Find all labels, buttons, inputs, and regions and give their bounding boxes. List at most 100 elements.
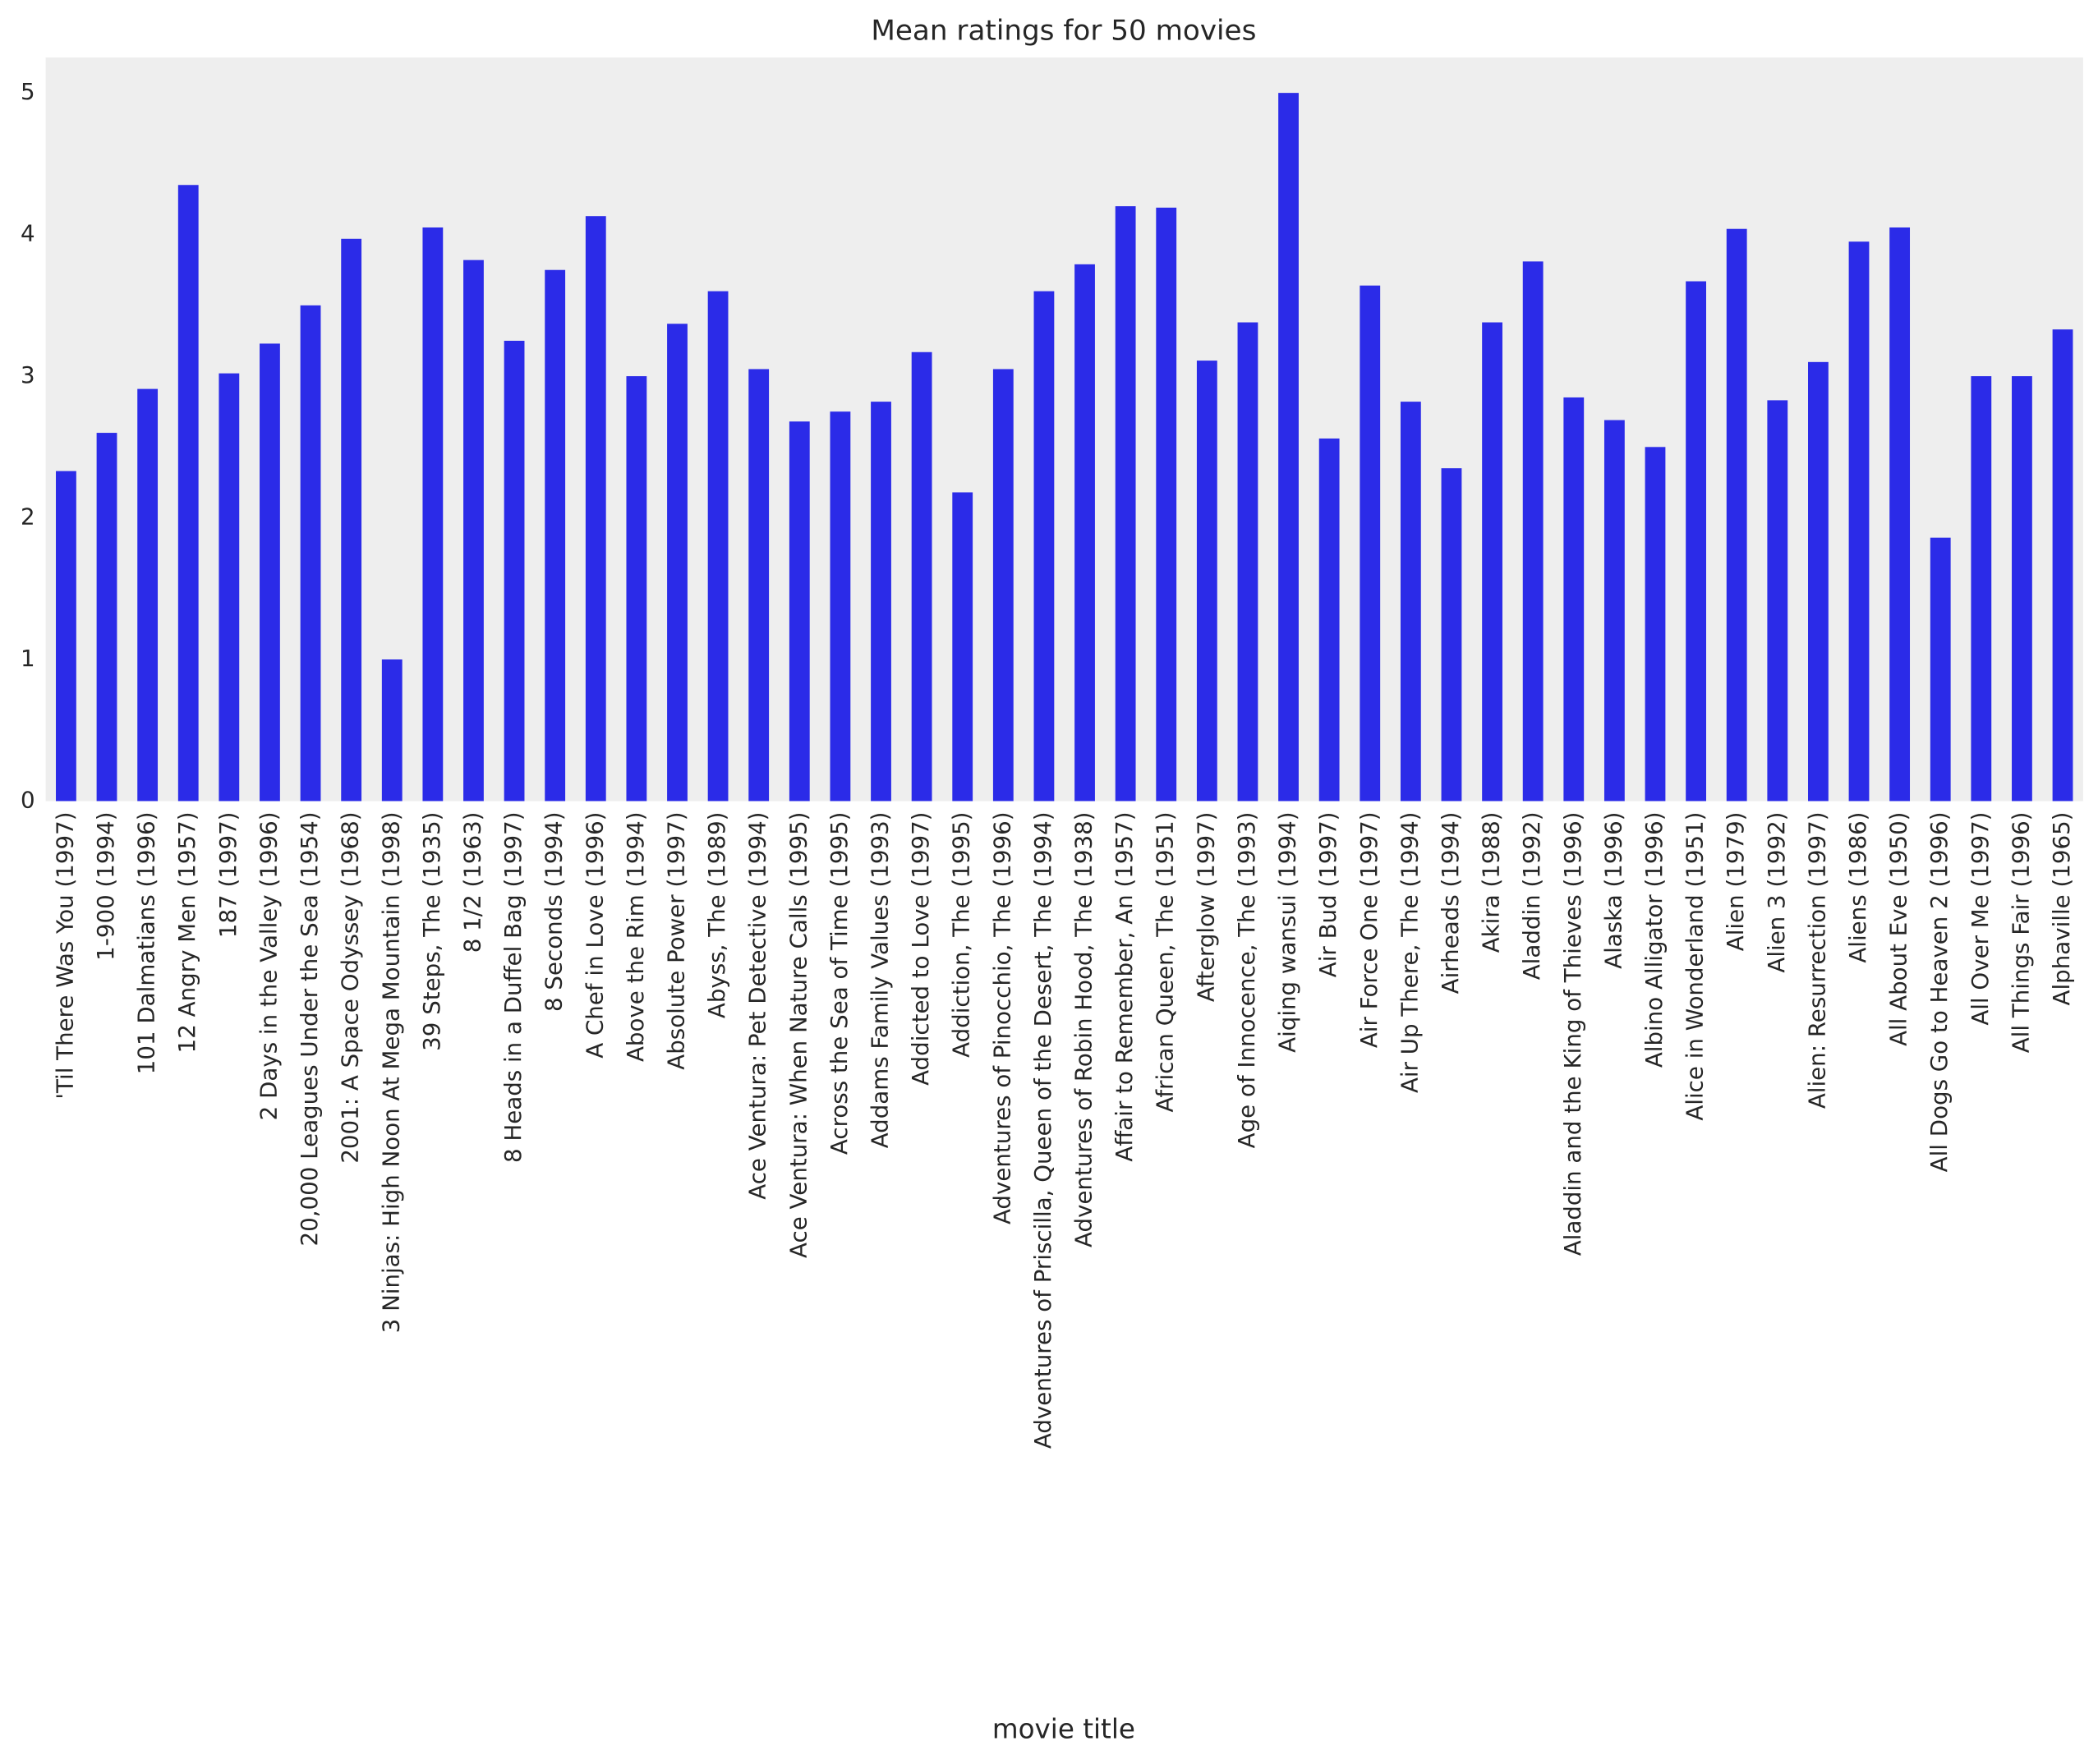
y-tick-label: 3 [21,361,35,388]
x-tick-label: Ace Ventura: When Nature Calls (1995) [784,812,812,1258]
bar [789,421,810,802]
chart-title: Mean ratings for 50 movies [871,15,1256,48]
bar [1848,241,1870,802]
x-tick-label: Addiction, The (1995) [948,812,975,1058]
bar [1237,322,1258,802]
bar [219,373,240,802]
bar [300,305,321,802]
x-tick-label: 20,000 Leagues Under the Sea (1954) [296,812,323,1247]
bar [341,238,362,802]
bar [1115,206,1136,802]
bar [1808,361,1829,802]
x-tick-label: All About Eve (1950) [1885,812,1912,1046]
bar [504,340,525,802]
y-tick-label: 1 [21,645,35,672]
bar [1196,361,1217,802]
bar [177,185,199,802]
x-tick-label: Affair to Remember, An (1957) [1111,812,1138,1162]
x-tick-label: Addams Family Values (1993) [867,812,894,1149]
x-tick-label: Across the Sea of Time (1995) [826,812,853,1155]
bar [1482,322,1502,802]
bar [422,227,444,802]
x-tick-label: Alien 3 (1992) [1763,812,1790,973]
x-tick-label: Afterglow (1997) [1192,812,1219,1003]
x-tick-label: Akira (1988) [1478,812,1505,953]
bar [56,471,76,802]
x-tick-label: Aladdin and the King of Thieves (1996) [1559,812,1586,1256]
x-tick-label: 39 Steps, The (1935) [418,812,445,1051]
bar [96,433,117,802]
bar [1645,447,1666,802]
x-tick-label: Alien (1979) [1722,812,1749,952]
bar [1278,93,1299,802]
bar [545,269,566,802]
bar [871,402,891,802]
bar [1156,207,1177,802]
x-tick-label: 3 Ninjas: High Noon At Mega Mountain (19… [377,812,404,1334]
x-tick-label: Air Up There, The (1994) [1396,812,1423,1094]
bar [1441,468,1462,802]
x-tick-label: Abyss, The (1989) [703,812,730,1019]
y-tick-label: 5 [21,78,35,105]
x-axis-label: movie title [992,1713,1135,1744]
bar [1726,228,1747,802]
bar [1767,400,1788,802]
bar [707,291,729,802]
bar [1971,376,1992,802]
bar [911,351,932,802]
x-tick-label: Aladdin (1992) [1518,812,1545,981]
bar [1603,420,1625,802]
x-tick-label: 101 Dalmatians (1996) [133,812,160,1075]
x-tick-label: Aliens (1986) [1844,812,1871,963]
y-tick-label: 0 [21,786,35,813]
x-tick-label: 8 Heads in a Duffel Bag (1997) [499,812,527,1163]
x-tick-label: Air Bud (1997) [1314,812,1341,978]
bar [2052,329,2073,802]
x-tick-label: Adventures of Pinocchio, The (1996) [988,812,1015,1225]
x-tick-label: Alien: Resurrection (1997) [1803,812,1830,1109]
bar [2012,376,2032,802]
bar [992,369,1014,802]
x-tick-label: 2001: A Space Odyssey (1968) [337,812,364,1164]
x-tick-label: African Queen, The (1951) [1152,812,1179,1113]
x-tick-label: Adventures of Robin Hood, The (1938) [1070,812,1097,1247]
bar [137,388,159,802]
bar [748,369,770,802]
x-tick-label: Alphaville (1965) [2048,812,2075,1006]
x-tick-label: Addicted to Love (1997) [907,812,934,1086]
bar [1930,537,1951,802]
bar [1563,397,1585,802]
bar [1889,227,1911,802]
bar [1686,281,1706,802]
x-tick-label: Absolute Power (1997) [662,812,689,1070]
y-tick-label: 4 [21,220,35,247]
x-tick-label: Alice in Wonderland (1951) [1682,812,1709,1121]
bar [626,376,647,802]
bar [1318,438,1340,802]
bar [1400,402,1421,802]
x-tick-label: Alaska (1996) [1599,812,1626,969]
x-tick-label: A Chef in Love (1996) [581,812,608,1059]
bar [585,216,606,802]
bar [463,260,484,802]
y-tick-label: 2 [21,503,35,531]
x-tick-label: All Things Fair (1996) [2007,812,2034,1054]
x-tick-label: 187 (1997) [214,812,242,939]
bar [260,343,280,802]
x-tick-label: Adventures of Priscilla, Queen of the De… [1029,812,1056,1449]
x-tick-label: All Dogs Go to Heaven 2 (1996) [1925,812,1953,1173]
x-tick-label: 8 Seconds (1994) [541,812,568,1012]
bar [381,659,403,802]
x-tick-label: Age of Innocence, The (1993) [1233,812,1260,1149]
x-tick-label: 12 Angry Men (1957) [173,812,200,1054]
x-tick-label: Above the Rim (1994) [622,812,649,1063]
x-tick-label: Aiqing wansui (1994) [1274,812,1301,1053]
x-tick-label: 8 1/2 (1963) [458,812,485,953]
x-tick-label: 'Til There Was You (1997) [51,812,78,1100]
x-tick-label: Albino Alligator (1996) [1640,812,1668,1068]
bar [1074,264,1095,802]
x-tick-label: Airheads (1994) [1437,812,1464,995]
bar [1522,261,1544,802]
